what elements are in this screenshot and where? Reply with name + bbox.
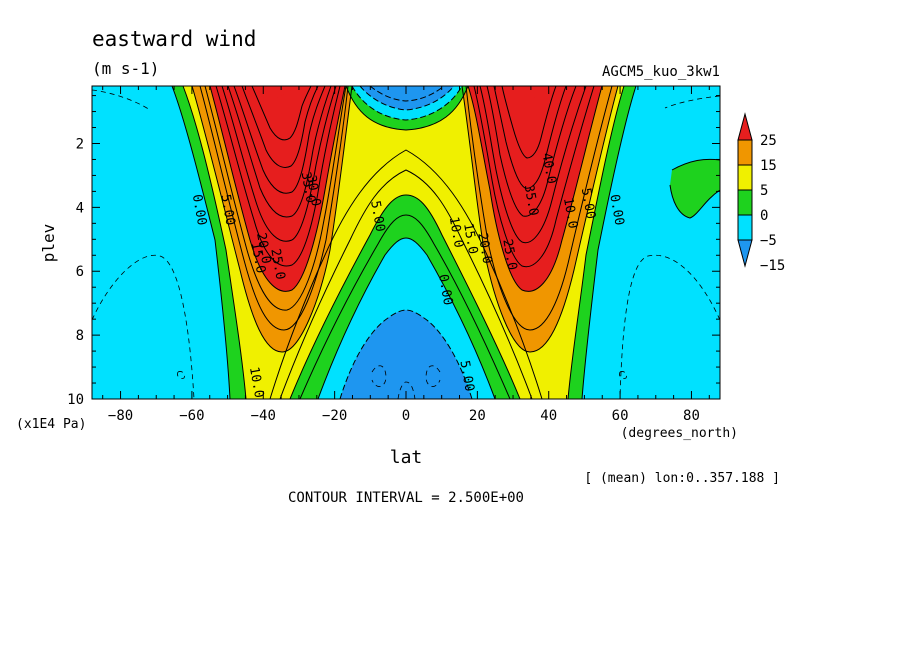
contour-label: 5.00	[217, 193, 237, 226]
colorbar-bottom-arrow	[737, 239, 753, 268]
contour-label: 35.0	[298, 171, 318, 204]
band-top-blue	[360, 86, 454, 110]
contour-label: 15.0	[248, 241, 268, 274]
y-axis-label: plev	[39, 224, 58, 263]
contour-label: 0.00	[189, 193, 209, 226]
contour-label: 15.0	[460, 222, 480, 255]
band-top-red-south	[240, 86, 296, 100]
mean-note: [ (mean) lon:0..357.188 ]	[584, 471, 780, 486]
units-label: (m s-1)	[92, 59, 159, 78]
contour-field: 0.00 5.0010.015.020.025.030.035.05.000.00…	[92, 86, 720, 399]
contour-label: 20.0	[253, 232, 273, 265]
colorbar-label: −15	[760, 258, 785, 274]
contour-lines	[171, 86, 720, 399]
x-tick-label: 80	[683, 408, 700, 424]
contour-label: 5.00	[456, 359, 476, 392]
x-tick-label: 40	[540, 408, 557, 424]
colorbar-segment	[737, 189, 753, 216]
contour-label: 10.0	[560, 196, 580, 229]
y-tick-label: 10	[67, 392, 84, 408]
band-north-green-patch	[670, 159, 720, 218]
band-top-red-north	[518, 86, 566, 99]
contour-interval: CONTOUR INTERVAL = 2.500E+00	[288, 490, 524, 506]
contour-label: 5.00	[578, 187, 598, 220]
y-tick-label: 2	[76, 136, 84, 152]
y-tick-label: 4	[76, 200, 84, 216]
colorbar-label: 15	[760, 158, 777, 174]
colorbar-top-arrow	[737, 112, 753, 141]
dataset-label: AGCM5_kuo_3kw1	[602, 64, 720, 80]
band-north-red	[468, 86, 602, 292]
x-tick-label: 60	[612, 408, 629, 424]
colorbar-label: 25	[760, 133, 777, 149]
contour-label: 35.0	[521, 184, 541, 217]
band-south-red	[210, 86, 345, 292]
x-tick-label: −20	[322, 408, 347, 424]
contour-label: 5.00	[367, 200, 387, 233]
y-axis: 2 4 6 8 10	[67, 95, 720, 408]
contour-label: 25.0	[499, 238, 519, 271]
x-axis-units: (degrees_north)	[621, 426, 738, 441]
colorbar-label: −5	[760, 233, 777, 249]
y-tick-label: 8	[76, 328, 84, 344]
y-axis-units: (x1E4 Pa)	[16, 417, 86, 432]
colorbar-segment	[737, 164, 753, 191]
x-tick-label: 0	[402, 408, 410, 424]
x-tick-label: −80	[108, 408, 133, 424]
x-axis: −80 −60 −40 −20 0 20 40 60 80	[102, 86, 710, 424]
x-axis-label: lat	[390, 447, 423, 468]
x-tick-label: −60	[179, 408, 204, 424]
colorbar-segment	[737, 214, 753, 241]
contour-label: 0.00	[606, 193, 626, 226]
negative-contours	[92, 89, 720, 399]
colorbar-label: 5	[760, 183, 768, 199]
contour-label: 40.0	[539, 152, 559, 185]
contour-label: 0.00	[435, 273, 455, 306]
contour-label: 20.0	[474, 232, 494, 265]
x-tick-label: −40	[251, 408, 276, 424]
contour-label: 10.0	[246, 366, 266, 399]
colorbar: 25 15 5 0 −5 −15	[737, 112, 785, 274]
contour-label: 25.0	[267, 248, 287, 281]
contour-label: 30.0	[303, 174, 323, 207]
x-tick-label: 20	[469, 408, 486, 424]
y-tick-label: 6	[76, 264, 84, 280]
contour-labels: 0.00 5.0010.015.020.025.030.035.05.000.00…	[189, 152, 627, 399]
colorbar-label: 0	[760, 208, 768, 224]
colorbar-segment	[737, 139, 753, 166]
contour-label: 10.0	[446, 216, 466, 249]
chart-title: eastward wind	[92, 27, 256, 51]
